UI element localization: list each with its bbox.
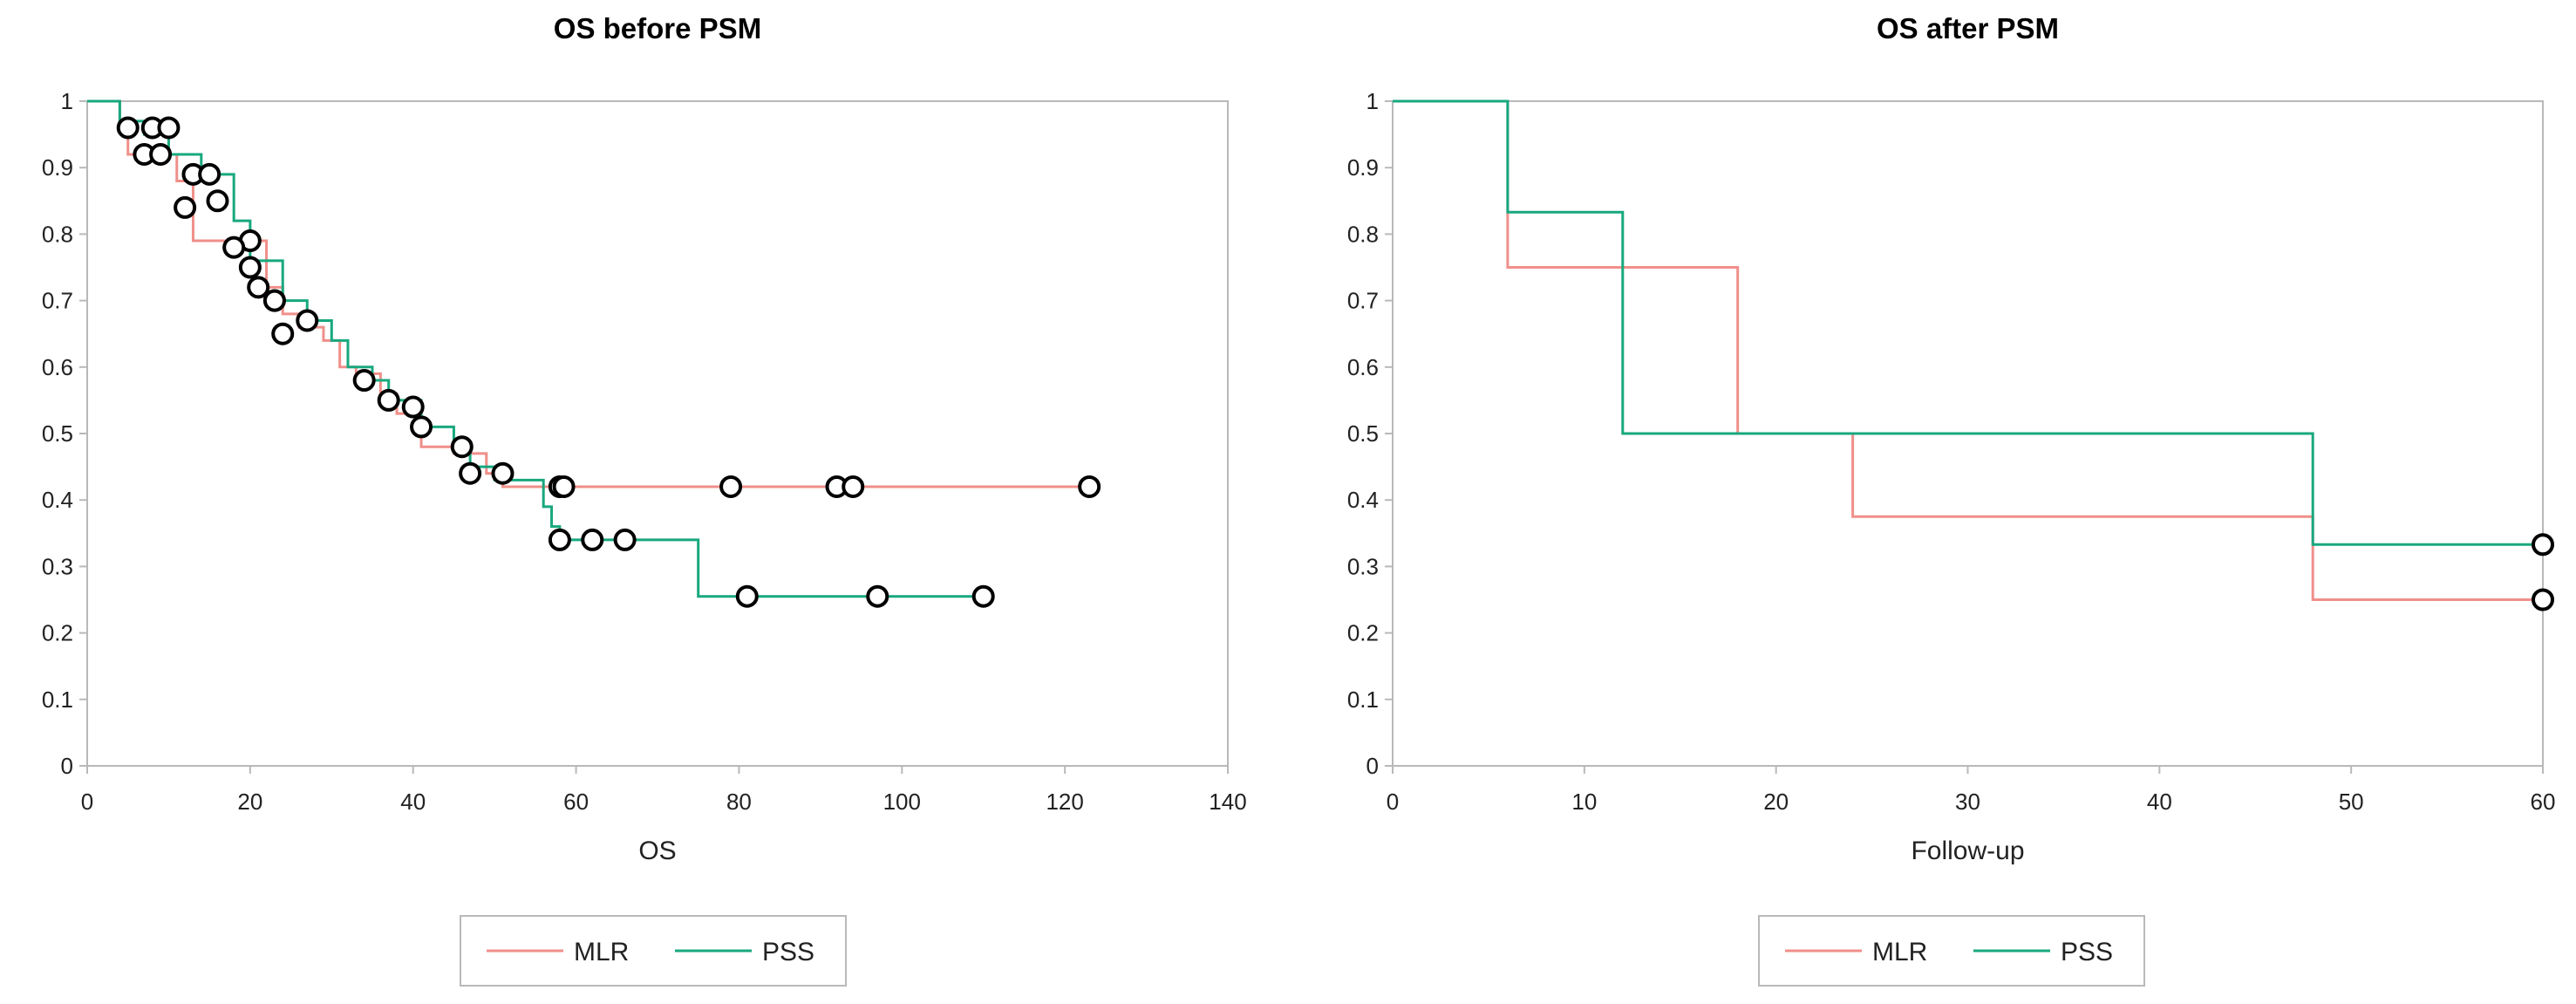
censor-marker-mlr xyxy=(842,475,865,498)
censor-marker-pss xyxy=(271,322,295,345)
x-axis-label: OS xyxy=(638,837,676,865)
series-line-pss xyxy=(87,99,984,598)
series-line-mlr xyxy=(87,99,1090,488)
censor-marker-pss xyxy=(352,369,376,393)
chart-title: OS after PSM xyxy=(1877,12,2059,44)
x-tick-label: 20 xyxy=(237,789,262,815)
plot-frame xyxy=(86,100,1229,767)
y-tick-label: 0.8 xyxy=(1347,221,1379,247)
legend-label-mlr: MLR xyxy=(574,938,629,966)
y-tick-label: 0 xyxy=(1366,753,1379,779)
censor-marker-mlr xyxy=(149,142,173,166)
censor-marker-mlr xyxy=(552,475,576,498)
legend-label-mlr: MLR xyxy=(1872,938,1927,966)
censor-marker-pss xyxy=(2532,533,2554,557)
x-tick-label: 0 xyxy=(1387,789,1399,815)
censor-marker-pss xyxy=(866,584,889,608)
censor-marker-pss xyxy=(238,256,262,279)
y-tick-label: 0.1 xyxy=(1347,686,1379,713)
censor-marker-mlr xyxy=(296,309,319,332)
y-tick-label: 0.4 xyxy=(1347,487,1379,513)
series-line-mlr xyxy=(1393,99,2543,601)
y-tick-label: 0.3 xyxy=(1347,553,1379,579)
legend-label-pss: PSS xyxy=(762,938,814,966)
y-tick-label: 0.7 xyxy=(42,288,73,314)
chart-title: OS before PSM xyxy=(554,12,761,44)
censor-marker-pss xyxy=(401,395,425,419)
x-tick-label: 100 xyxy=(883,789,921,815)
censor-marker-pss xyxy=(548,528,571,551)
x-tick-label: 80 xyxy=(726,789,752,815)
censor-marker-pss xyxy=(613,528,637,551)
censor-marker-mlr xyxy=(174,195,197,219)
censor-marker-mlr xyxy=(247,276,270,299)
y-tick-label: 0.4 xyxy=(42,487,73,513)
x-tick-label: 20 xyxy=(1763,789,1789,815)
censor-marker-pss xyxy=(581,528,604,551)
censor-marker-pss xyxy=(459,461,482,485)
y-tick-label: 0.6 xyxy=(1347,354,1379,380)
censor-marker-pss xyxy=(735,584,759,608)
x-tick-label: 120 xyxy=(1046,789,1083,815)
y-tick-label: 0.1 xyxy=(42,686,73,713)
legend: MLR PSS xyxy=(460,915,847,987)
censor-marker-pss xyxy=(971,584,995,608)
censor-marker-mlr xyxy=(116,116,140,140)
censor-marker-pss xyxy=(262,289,286,312)
x-tick-label: 40 xyxy=(2147,789,2172,815)
censor-marker-pss xyxy=(450,435,474,459)
chart-2: OS after PSM 0 0.1 0.2 0.3 0.4 0.5 0.6 0.7 0.8 0.9… xyxy=(1347,12,2556,987)
legend-label-pss: PSS xyxy=(2061,938,2113,966)
censor-marker-mlr xyxy=(157,116,181,140)
y-tick-label: 1 xyxy=(61,88,73,114)
y-tick-label: 1 xyxy=(1366,88,1379,114)
x-tick-label: 60 xyxy=(2531,789,2556,815)
censor-marker-pss xyxy=(377,388,400,412)
x-tick-label: 60 xyxy=(563,789,589,815)
censor-marker-pss xyxy=(198,162,221,186)
censor-marker-mlr xyxy=(206,189,229,213)
x-tick-label: 0 xyxy=(81,789,93,815)
y-tick-label: 0.6 xyxy=(42,354,73,380)
censor-marker-mlr xyxy=(719,475,743,498)
y-tick-label: 0.5 xyxy=(42,420,73,447)
y-tick-label: 0.3 xyxy=(42,553,73,579)
y-tick-label: 0.9 xyxy=(1347,154,1379,181)
y-tick-label: 0.9 xyxy=(42,154,73,181)
x-tick-label: 50 xyxy=(2339,789,2364,815)
x-axis-label: Follow-up xyxy=(1911,837,2024,865)
censor-marker-mlr xyxy=(1078,475,1101,498)
y-tick-label: 0.5 xyxy=(1347,420,1379,447)
censor-marker-pss xyxy=(222,236,246,259)
legend: MLR PSS xyxy=(1758,915,2145,987)
censor-marker-mlr xyxy=(2532,588,2554,611)
x-tick-label: 40 xyxy=(400,789,426,815)
y-tick-label: 0.2 xyxy=(42,620,73,646)
y-tick-label: 0.7 xyxy=(1347,288,1379,314)
censor-marker-pss xyxy=(410,415,433,439)
x-tick-label: 30 xyxy=(1955,789,1980,815)
x-tick-label: 10 xyxy=(1571,789,1597,815)
y-tick-label: 0 xyxy=(61,753,73,779)
chart-1: OS before PSM 0 0.1 0.2 0.3 0.4 0.5 0.6 0.7 0.8 0.… xyxy=(42,12,1247,987)
series-line-pss xyxy=(1393,99,2543,546)
x-tick-label: 140 xyxy=(1209,789,1246,815)
y-tick-label: 0.2 xyxy=(1347,620,1379,646)
y-tick-label: 0.8 xyxy=(42,221,73,247)
censor-marker-pss xyxy=(491,461,515,485)
